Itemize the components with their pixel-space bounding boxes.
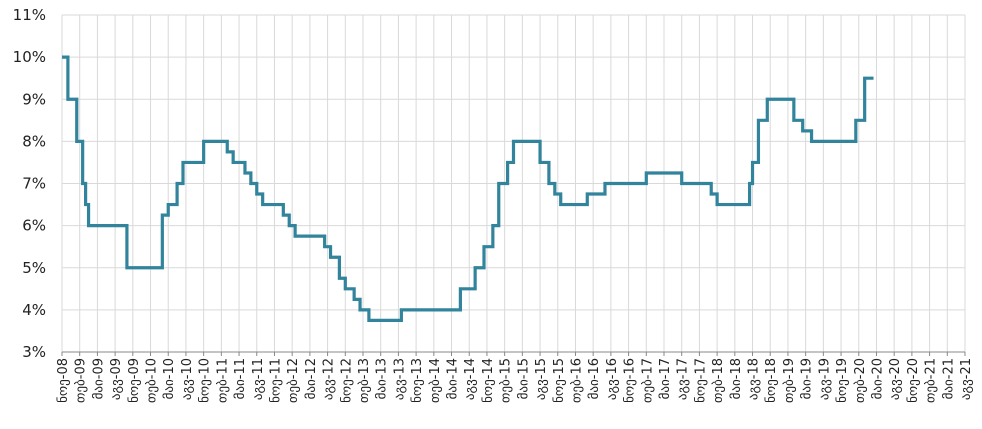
- x-tick-label: თებ-13: [357, 358, 372, 403]
- x-tick-label: აგვ-18: [747, 358, 762, 400]
- x-tick-label: აგვ-21: [959, 358, 974, 400]
- x-tick-label: ნოე-10: [198, 358, 213, 403]
- x-tick-label: თებ-18: [711, 358, 726, 403]
- x-tick-label: თებ-16: [569, 358, 584, 403]
- x-tick-label: ნოე-18: [764, 358, 779, 403]
- y-tick-label: 9%: [22, 90, 46, 108]
- x-tick-label: ნოე-15: [552, 358, 567, 403]
- x-tick-label: მაი-11: [233, 358, 248, 399]
- grid-lines: [61, 14, 966, 353]
- x-tick-label: მაი-19: [800, 358, 815, 399]
- x-axis-ticks: ნოე-08 თებ-09 მაი-09 აგვ-09 ნოე-09 თებ-10 მაი-…: [56, 352, 974, 403]
- y-tick-label: 11%: [13, 6, 46, 24]
- x-tick-label: ნოე-16: [623, 358, 638, 403]
- x-tick-label: მაი-13: [375, 358, 390, 399]
- x-tick-label: აგვ-20: [888, 358, 903, 400]
- x-tick-label: აგვ-10: [180, 358, 195, 400]
- x-tick-label: აგვ-09: [109, 358, 124, 400]
- x-tick-label: ნოე-14: [481, 358, 496, 403]
- x-tick-label: აგვ-13: [392, 358, 407, 400]
- y-axis-ticks: 3% 4% 5% 6% 7% 8% 9% 10% 11%: [13, 6, 46, 361]
- x-tick-label: თებ-09: [74, 358, 89, 403]
- x-tick-label: თებ-10: [145, 358, 160, 403]
- y-tick-label: 10%: [13, 48, 46, 66]
- x-tick-label: მაი-14: [446, 358, 461, 399]
- x-tick-label: მაი-21: [941, 358, 956, 399]
- x-tick-label: თებ-15: [499, 358, 514, 403]
- x-tick-label: მაი-10: [162, 358, 177, 399]
- x-tick-label: მაი-15: [516, 358, 531, 399]
- x-tick-label: ნოე-13: [410, 358, 425, 403]
- y-tick-label: 4%: [22, 301, 46, 319]
- x-tick-label: მაი-16: [587, 358, 602, 399]
- x-tick-label: მაი-17: [658, 358, 673, 399]
- x-tick-label: აგვ-12: [322, 358, 337, 400]
- y-tick-label: 3%: [22, 343, 46, 361]
- x-tick-label: თებ-14: [428, 358, 443, 403]
- x-tick-label: თებ-11: [215, 358, 230, 403]
- x-tick-label: ნოე-20: [906, 358, 921, 403]
- x-tick-label: თებ-21: [924, 358, 939, 403]
- x-tick-label: აგვ-15: [534, 358, 549, 400]
- x-tick-label: ნოე-12: [339, 358, 354, 403]
- x-tick-label: თებ-17: [640, 358, 655, 403]
- x-tick-label: თებ-12: [286, 358, 301, 403]
- x-tick-label: თებ-19: [782, 358, 797, 403]
- x-tick-label: აგვ-14: [463, 358, 478, 400]
- x-tick-label: ნოე-08: [56, 358, 71, 403]
- x-tick-label: აგვ-17: [676, 358, 691, 400]
- x-tick-label: ნოე-11: [268, 358, 283, 403]
- x-tick-label: აგვ-11: [251, 358, 266, 400]
- x-tick-label: ნოე-19: [835, 358, 850, 403]
- x-tick-label: მაი-09: [91, 358, 106, 399]
- y-tick-label: 5%: [22, 259, 46, 277]
- series-line: [62, 55, 874, 323]
- x-tick-label: ნოე-17: [693, 358, 708, 403]
- x-tick-label: აგვ-19: [817, 358, 832, 400]
- x-tick-label: აგვ-16: [605, 358, 620, 400]
- y-tick-label: 8%: [22, 132, 46, 150]
- y-tick-label: 6%: [22, 217, 46, 235]
- x-tick-label: მაი-20: [870, 358, 885, 399]
- y-tick-label: 7%: [22, 175, 46, 193]
- x-tick-label: მაი-12: [304, 358, 319, 399]
- x-tick-label: მაი-18: [729, 358, 744, 399]
- x-tick-label: თებ-20: [853, 358, 868, 403]
- x-tick-label: ნოე-09: [127, 358, 142, 403]
